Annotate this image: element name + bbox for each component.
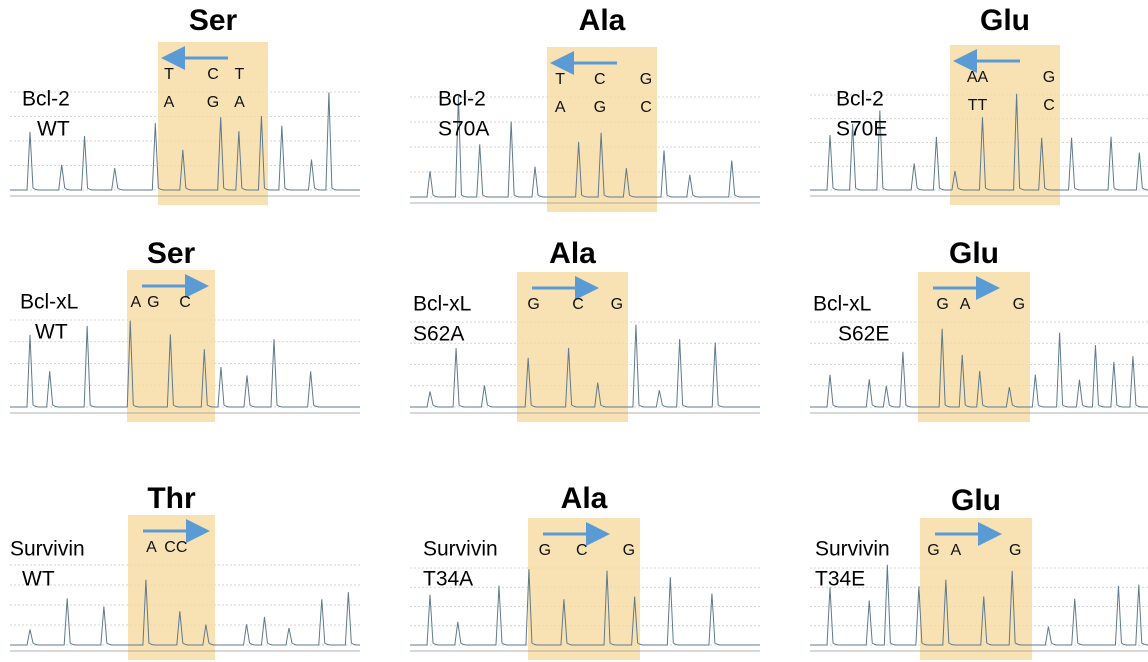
- residue-title: Ala: [579, 4, 626, 37]
- variant-label: S70A: [438, 118, 489, 141]
- gene-label: Bcl-2: [22, 88, 70, 111]
- base-label: A: [234, 94, 245, 111]
- variant-label: S62E: [838, 323, 889, 346]
- gene-label: Bcl-2: [836, 88, 884, 111]
- highlight: [128, 515, 215, 660]
- residue-title: Ser: [147, 237, 196, 270]
- base-label: G: [936, 296, 948, 313]
- base-label: CC: [164, 539, 187, 556]
- variant-label: S70E: [836, 118, 887, 141]
- base-label: C: [207, 66, 219, 83]
- gene-label: Bcl-xL: [20, 291, 78, 314]
- highlight: [517, 272, 628, 422]
- base-label: A: [146, 539, 157, 556]
- panel: Glu Bcl-2 S70E AA G TT C: [810, 4, 1148, 205]
- gene-label: Survivin: [815, 538, 890, 561]
- variant-label: WT: [35, 321, 68, 344]
- base-label: C: [594, 71, 606, 88]
- base-label: T: [555, 71, 565, 88]
- variant-label: WT: [37, 118, 70, 141]
- base-label: AA: [967, 69, 989, 86]
- base-label: C: [1043, 97, 1055, 114]
- base-label: G: [1009, 542, 1021, 559]
- residue-title: Glu: [949, 237, 999, 270]
- gene-label: Survivin: [10, 538, 85, 561]
- base-label: G: [1043, 69, 1055, 86]
- variant-label: WT: [22, 568, 55, 591]
- gene-label: Bcl-xL: [413, 293, 471, 316]
- base-label: T: [235, 66, 245, 83]
- base-label: A: [960, 296, 971, 313]
- base-label: G: [527, 296, 539, 313]
- base-label: T: [164, 66, 174, 83]
- base-label: G: [611, 296, 623, 313]
- highlight: [528, 518, 640, 660]
- base-label: A: [164, 94, 175, 111]
- highlight: [918, 272, 1030, 422]
- variant-label: S62A: [413, 323, 464, 346]
- base-label: G: [927, 542, 939, 559]
- residue-title: Glu: [980, 4, 1030, 37]
- base-label: C: [179, 294, 191, 311]
- figure: SerBcl-2WTTCTAGAAlaBcl-2S70ATCGAGCGluBcl…: [0, 0, 1148, 662]
- panel: Thr Survivin WT A CC: [10, 482, 360, 660]
- base-label: A: [951, 542, 962, 559]
- residue-title: Ser: [189, 4, 238, 37]
- residue-title: Glu: [951, 484, 1001, 517]
- base-label: G: [623, 542, 635, 559]
- gene-label: Bcl-2: [438, 88, 486, 111]
- residue-title: Thr: [147, 482, 196, 515]
- panel: Ala Bcl-xL S62A G C G: [410, 237, 760, 422]
- base-label: A: [555, 99, 566, 116]
- base-label: G: [1013, 296, 1025, 313]
- base-label: C: [576, 542, 588, 559]
- base-label: A: [130, 294, 141, 311]
- base-label: G: [640, 71, 652, 88]
- base-label: TT: [968, 97, 988, 114]
- base-label: G: [594, 99, 606, 116]
- residue-title: Ala: [561, 482, 608, 515]
- gene-label: Survivin: [423, 538, 498, 561]
- base-label: G: [539, 542, 551, 559]
- variant-label: T34A: [423, 568, 473, 591]
- residue-title: Ala: [549, 237, 596, 270]
- panel: Ala Survivin T34A G C G: [410, 482, 760, 660]
- gene-label: Bcl-xL: [813, 293, 871, 316]
- base-label: G: [147, 294, 159, 311]
- variant-label: T34E: [815, 568, 865, 591]
- base-label: C: [572, 296, 584, 313]
- base-label: G: [207, 94, 219, 111]
- base-label: C: [640, 99, 652, 116]
